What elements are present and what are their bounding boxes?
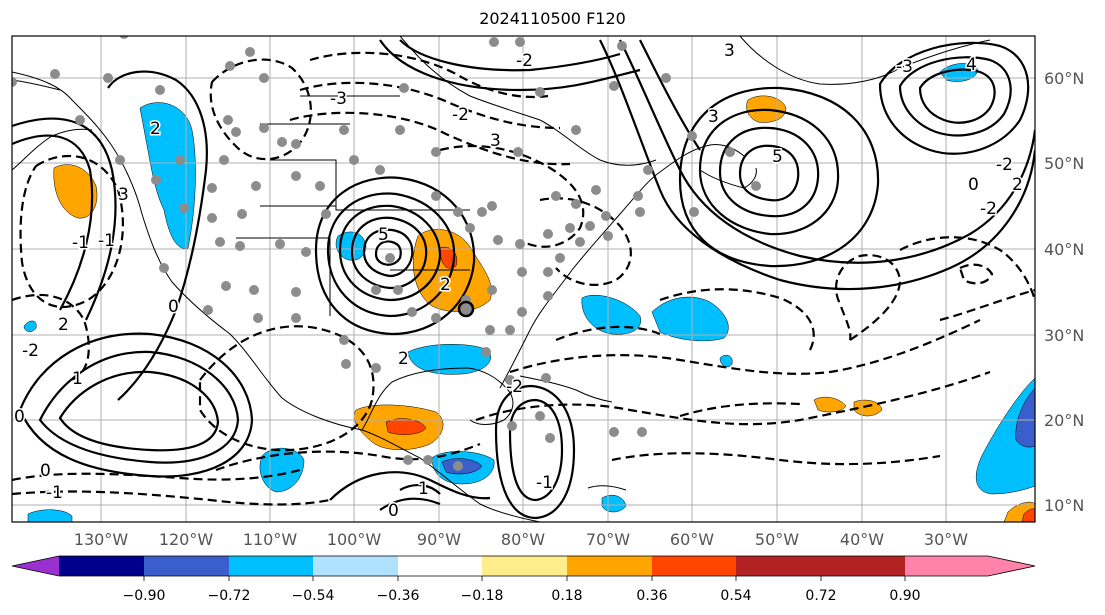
contour-label: 3 (724, 41, 735, 61)
lon-label: 130°W (74, 530, 129, 549)
colorbar: −0.90 −0.72 −0.54 −0.36 −0.18 0.18 0.36 … (11, 555, 1036, 604)
blue-region (939, 63, 979, 82)
lat-label: 40°N (1044, 240, 1084, 259)
colorbar-extend-left (12, 556, 59, 576)
contour-label: 3 (490, 131, 501, 151)
colorbar-tick-label: −0.36 (377, 588, 420, 604)
colorbar-segment (736, 556, 821, 576)
lon-label: 100°W (327, 530, 382, 549)
lat-label: 60°N (1044, 69, 1084, 88)
coastlines (12, 36, 991, 522)
colorbar-segment (313, 556, 398, 576)
latitude-labels: 60°N 50°N 40°N 30°N 20°N 10°N (1044, 69, 1084, 515)
orange-region (853, 399, 883, 417)
lon-label: 80°W (501, 530, 545, 549)
contour-label: -1 (536, 473, 553, 493)
lat-label: 50°N (1044, 154, 1084, 173)
contour-label: 5 (378, 225, 389, 245)
contour-label: -2 (506, 377, 523, 397)
contour-label: 2 (58, 315, 69, 335)
colorbar-segment (821, 556, 905, 576)
blue-region (1015, 387, 1035, 448)
colorbar-segment (905, 556, 988, 576)
dashed-contours (12, 51, 1035, 506)
solid-contours (12, 39, 1035, 520)
lon-label: 30°W (924, 530, 968, 549)
colorbar-segment (144, 556, 229, 576)
colorbar-extend-right (988, 556, 1035, 576)
contour-label: -1 (46, 483, 63, 503)
contour-label: 0 (388, 501, 399, 521)
lon-label: 70°W (586, 530, 630, 549)
lon-label: 50°W (755, 530, 799, 549)
colorbar-tick-label: 0.18 (551, 588, 582, 604)
map-title: 2024110500 F120 (479, 9, 626, 28)
lat-label: 30°N (1044, 326, 1084, 345)
contour-label: -2 (22, 341, 39, 361)
map-grid (12, 36, 1035, 522)
colorbar-outline (11, 555, 1036, 577)
colorbar-tick-label: 0.72 (805, 588, 836, 604)
contour-label: 3 (118, 185, 129, 205)
contour-label: 0 (14, 407, 25, 427)
blue-region (259, 448, 305, 493)
colorbar-tick-label: 0.90 (889, 588, 920, 604)
colorbar-tick-label: −0.90 (123, 588, 166, 604)
blue-region (407, 344, 491, 375)
orange-region (813, 396, 847, 413)
blue-region (651, 296, 729, 342)
highlighted-station-marker (457, 300, 475, 318)
contour-label: 1 (72, 369, 83, 389)
colorbar-tick-label: −0.54 (292, 588, 335, 604)
contour-label: 0 (40, 461, 51, 481)
contour-label: 2 (1012, 175, 1023, 195)
contour-label: 2 (440, 275, 451, 295)
colorbar-segment (59, 556, 144, 576)
contour-label: 5 (772, 147, 783, 167)
contour-label: 0 (168, 297, 179, 317)
colorbar-segment (652, 556, 736, 576)
lon-label: 60°W (670, 530, 714, 549)
longitude-labels: 130°W 120°W 110°W 100°W 90°W 80°W 70°W 6… (74, 530, 968, 549)
contour-labels: 2 3 -2 -2 3 5 5 3 0 2 -2 -1 2 0 -2 1 0 -… (13, 40, 1025, 523)
blue-region (581, 294, 642, 335)
blue-region (719, 354, 733, 368)
orange-region (385, 418, 427, 435)
contour-label: 3 (708, 107, 719, 127)
blue-region (27, 509, 73, 522)
contour-label: 4 (966, 55, 977, 75)
colorbar-tick-label: 0.54 (720, 588, 751, 604)
lon-label: 90°W (417, 530, 461, 549)
contour-label: -3 (896, 57, 913, 77)
blue-region (975, 377, 1035, 495)
contour-label: 2 (398, 349, 409, 369)
colorbar-tick-label: −0.18 (461, 588, 504, 604)
lat-label: 10°N (1044, 496, 1084, 515)
lon-label: 110°W (243, 530, 298, 549)
contour-label: -1 (98, 231, 115, 251)
contour-label: -2 (996, 155, 1013, 175)
lon-label: 40°W (840, 530, 884, 549)
colorbar-segment (482, 556, 567, 576)
colorbar-segment (229, 556, 313, 576)
contour-label: -2 (516, 51, 533, 71)
colorbar-tick-label: −0.72 (208, 588, 251, 604)
contour-label: 2 (150, 119, 161, 139)
contour-label: 1 (418, 479, 429, 499)
orange-region (1021, 508, 1035, 522)
lon-label: 120°W (159, 530, 214, 549)
contour-label: -2 (980, 199, 997, 219)
contour-label: 0 (968, 175, 979, 195)
contour-label: -1 (72, 233, 89, 253)
contour-label: -3 (330, 89, 347, 109)
lat-label: 20°N (1044, 411, 1084, 430)
map-frame (11, 35, 1036, 523)
colorbar-segment (398, 556, 482, 576)
contour-label: -2 (452, 105, 469, 125)
blue-region (23, 320, 37, 332)
station-markers (12, 36, 761, 471)
colorbar-segment (567, 556, 652, 576)
colorbar-tick-label: 0.36 (636, 588, 667, 604)
